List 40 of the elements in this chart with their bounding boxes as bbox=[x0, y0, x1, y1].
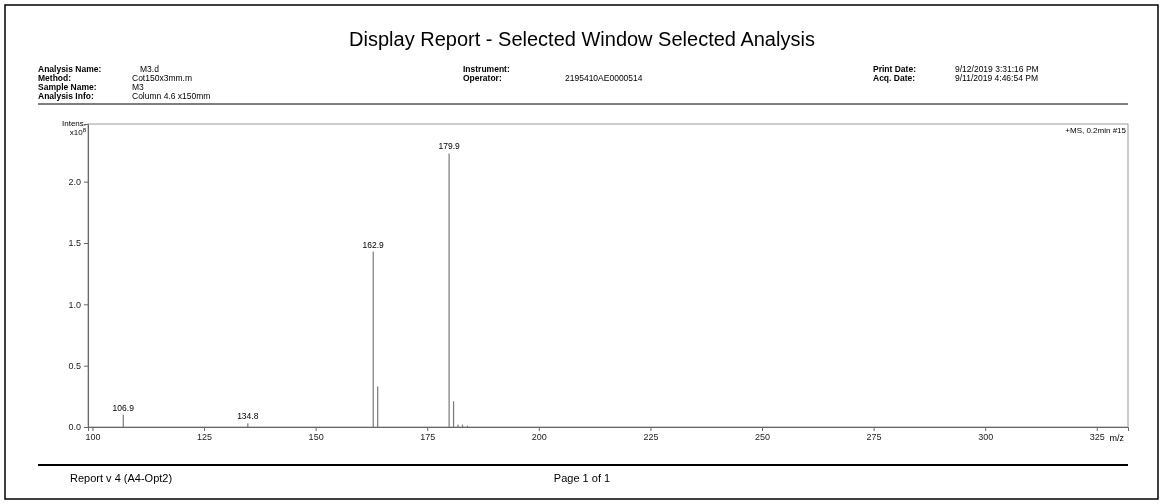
text: Cot150x3mm.m bbox=[132, 73, 192, 83]
x-tick-label: 325 bbox=[1089, 432, 1105, 443]
text: Method: bbox=[38, 73, 72, 83]
annotation: +MS, 0.2min #15 bbox=[1065, 126, 1127, 135]
text: 2195410AE0000514 bbox=[565, 73, 643, 83]
y-tick-label: 0.0 bbox=[68, 422, 81, 433]
text: 9/11/2019 4:46:54 PM bbox=[955, 73, 1039, 83]
y-tick-label: 2.0 bbox=[68, 177, 81, 188]
text: Instrument: bbox=[463, 64, 510, 74]
x-tick-label: 250 bbox=[754, 432, 771, 443]
y-tick-label: 1.5 bbox=[68, 238, 81, 249]
x-tick-label: 275 bbox=[866, 432, 882, 443]
y-axis-title: Intens. x10$^{8}$ bbox=[61, 119, 87, 137]
text: Report v 4 (A4-Opt2) bbox=[70, 472, 173, 484]
text: Operator: bbox=[463, 73, 502, 83]
x-tick-label: 200 bbox=[531, 432, 547, 443]
text: M3 bbox=[132, 82, 145, 92]
x-tick-label: 125 bbox=[197, 432, 213, 443]
annotation: 134.8 bbox=[237, 411, 259, 422]
chart-title: Display Report - Selected Window Selected Analysis bbox=[349, 28, 815, 50]
x-axis-title: m/z bbox=[1109, 433, 1125, 443]
annotation: 179.9 bbox=[438, 141, 460, 152]
y-tick-label: 0.5 bbox=[68, 361, 81, 372]
x-tick-label: 300 bbox=[978, 432, 994, 443]
text: Sample Name: bbox=[38, 82, 97, 92]
annotation: 106.9 bbox=[112, 402, 135, 413]
x-tick-label: 100 bbox=[85, 432, 101, 443]
text: 9/12/2019 3:31:16 PM bbox=[955, 64, 1039, 74]
text: Analysis Info: bbox=[38, 91, 94, 101]
text: M3.d bbox=[140, 64, 160, 74]
text: Page 1 of 1 bbox=[553, 472, 611, 484]
x-tick-label: 225 bbox=[643, 432, 659, 443]
text: Column 4.6 x150mm bbox=[132, 91, 211, 101]
annotation: 162.9 bbox=[362, 239, 385, 250]
x-tick-label: 175 bbox=[420, 432, 436, 443]
y-tick-label: 1.0 bbox=[68, 299, 81, 310]
text: Print Date: bbox=[873, 64, 917, 74]
text: Analysis Name: bbox=[38, 64, 102, 74]
x-tick-label: 150 bbox=[308, 432, 324, 443]
text: Acq. Date: bbox=[873, 73, 916, 83]
